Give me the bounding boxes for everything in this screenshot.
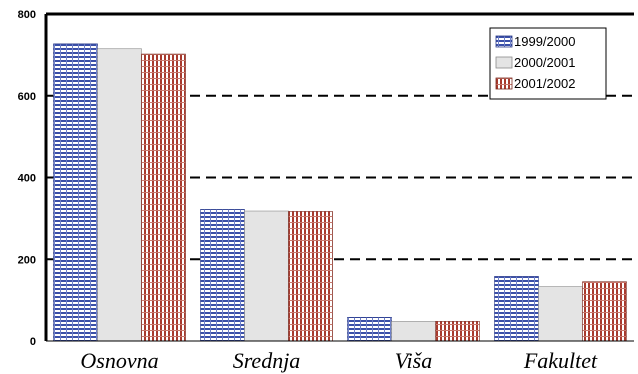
bar <box>391 321 436 342</box>
x-category-labels: Osnovna Srednja Viša Fakultet <box>80 348 598 373</box>
bar <box>200 209 245 342</box>
bar <box>141 53 186 342</box>
legend: 1999/2000 2000/2001 2001/2002 <box>489 27 607 100</box>
bar <box>53 43 98 342</box>
legend-label: 1999/2000 <box>514 34 575 49</box>
bar <box>538 286 583 342</box>
legend-label: 2000/2001 <box>514 55 575 70</box>
x-category-label: Osnovna <box>80 348 158 373</box>
bar <box>347 316 392 342</box>
bar <box>435 321 480 342</box>
x-category-label: Viša <box>395 348 432 373</box>
y-tick-labels: 0 200 400 600 800 <box>18 9 36 348</box>
y-tick-label: 600 <box>18 91 36 103</box>
y-tick-label: 400 <box>18 173 36 185</box>
x-category-label: Fakultet <box>523 348 598 373</box>
bar <box>494 276 539 342</box>
y-tick-label: 200 <box>18 254 36 266</box>
y-tick-label: 800 <box>18 9 36 21</box>
legend-swatch <box>495 35 513 48</box>
bar <box>97 48 142 342</box>
legend-swatch <box>495 56 513 69</box>
axes <box>44 12 634 342</box>
x-category-label: Srednja <box>233 348 301 373</box>
bar <box>288 211 333 342</box>
bar <box>582 281 627 342</box>
legend-swatch <box>495 77 513 90</box>
bar <box>244 210 289 342</box>
y-tick-label: 0 <box>30 336 36 348</box>
bars <box>53 43 627 342</box>
legend-label: 2001/2002 <box>514 76 575 91</box>
